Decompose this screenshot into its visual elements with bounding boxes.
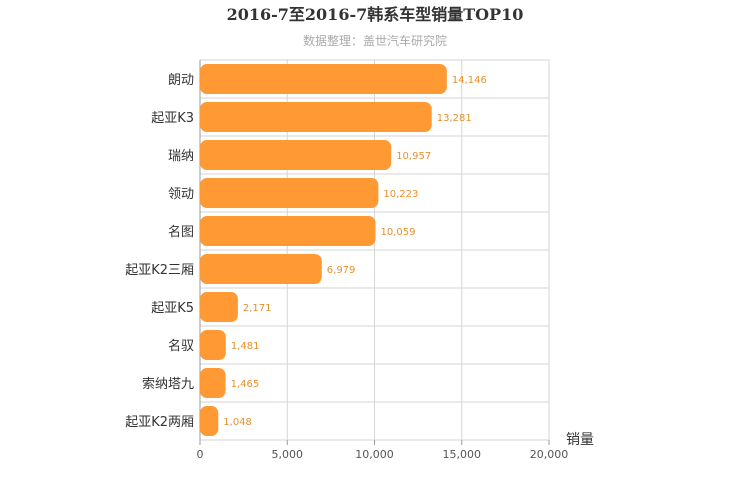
x-axis-label: 销量: [566, 432, 594, 448]
bar: [200, 178, 379, 208]
x-tick-label: 20,000: [530, 448, 569, 461]
category-label: 瑞纳: [168, 149, 194, 164]
chart-subtitle: 数据整理：盖世汽车研究院: [303, 33, 447, 48]
bar: [200, 64, 447, 94]
x-tick-labels: 0 5,000 10,000 15,000 20,000: [197, 448, 569, 461]
category-label: 名图: [168, 224, 194, 240]
category-label: 索纳塔九: [142, 377, 194, 392]
category-label: 起亚K2三厢: [125, 263, 194, 278]
bar: [200, 216, 376, 246]
category-label: 名驭: [168, 338, 194, 354]
data-label: 14,146: [452, 75, 487, 86]
data-labels: 14,146 13,281 10,957 10,223 10,059 6,979 2,171…: [223, 75, 487, 428]
data-label: 10,957: [396, 151, 431, 162]
chart-title: 2016-7至2016-7韩系车型销量TOP10: [227, 5, 524, 24]
bar: [200, 368, 226, 398]
x-tick-label: 15,000: [443, 448, 482, 461]
data-label: 2,171: [243, 303, 272, 314]
data-label: 1,048: [223, 417, 252, 428]
x-tick-label: 5,000: [272, 448, 304, 461]
bar: [200, 406, 219, 436]
data-label: 10,059: [381, 227, 416, 238]
bar: [200, 254, 322, 284]
bars: [200, 64, 447, 436]
category-label: 起亚K3: [151, 111, 194, 126]
data-label: 10,223: [383, 189, 418, 200]
category-label: 起亚K5: [151, 301, 194, 316]
bar: [200, 102, 432, 132]
bar: [200, 292, 238, 322]
category-label: 领动: [168, 187, 194, 202]
bar: [200, 140, 392, 170]
data-label: 1,465: [231, 379, 260, 390]
bar: [200, 330, 226, 360]
data-label: 13,281: [437, 113, 472, 124]
x-tick-label: 10,000: [355, 448, 394, 461]
category-label: 朗动: [168, 73, 194, 88]
x-tick-label: 0: [197, 448, 204, 461]
data-label: 6,979: [327, 265, 356, 276]
category-label: 起亚K2两厢: [125, 415, 194, 430]
data-label: 1,481: [231, 341, 260, 352]
